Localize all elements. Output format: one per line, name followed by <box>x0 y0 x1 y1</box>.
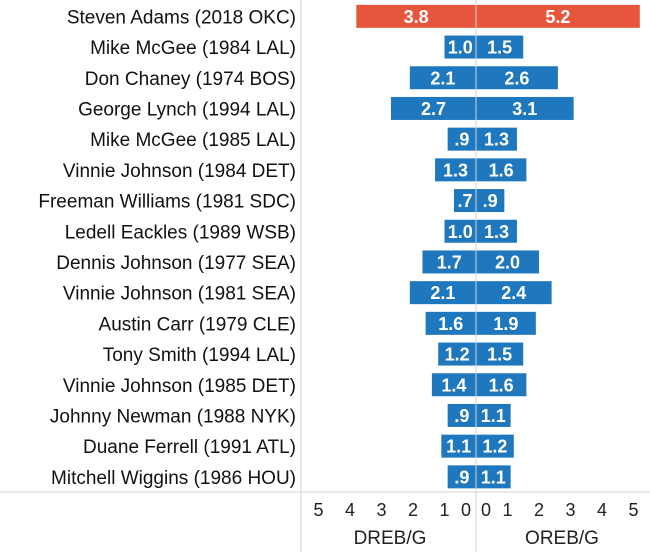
category-label-dennis-johnson-1977-sea: Dennis Johnson (1977 SEA) <box>56 253 296 274</box>
oreb-bar-freeman-williams-1981-sdc <box>476 189 505 213</box>
left-tick-0: 0 <box>461 500 471 520</box>
oreb-bar-mitchell-wiggins-1986-hou <box>476 465 511 489</box>
dreb-value-vinnie-johnson-1981-sea: 2.1 <box>430 283 455 303</box>
right-tick-2: 2 <box>534 500 544 520</box>
oreb-value-vinnie-johnson-1985-det: 1.6 <box>489 375 514 395</box>
category-label-mitchell-wiggins-1986-hou: Mitchell Wiggins (1986 HOU) <box>51 468 296 489</box>
dreb-value-tony-smith-1994-lal: 1.2 <box>445 345 470 365</box>
dreb-bar-johnny-newman-1988-nyk <box>447 403 476 427</box>
left-tick-4: 4 <box>345 500 355 520</box>
dreb-bar-freeman-williams-1981-sdc <box>453 189 476 213</box>
category-label-tony-smith-1994-lal: Tony Smith (1994 LAL) <box>103 345 296 366</box>
oreb-bar-vinnie-johnson-1981-sea <box>476 281 552 305</box>
oreb-value-don-chaney-1974-bos: 2.6 <box>504 68 529 88</box>
dreb-bar-dennis-johnson-1977-sea <box>422 250 476 274</box>
oreb-bar-dennis-johnson-1977-sea <box>476 250 539 274</box>
oreb-bar-austin-carr-1979-cle <box>476 311 536 335</box>
dreb-bar-george-lynch-1994-lal <box>390 96 476 120</box>
dreb-value-johnny-newman-1988-nyk: .9 <box>454 406 469 426</box>
oreb-bar-duane-ferrell-1991-atl <box>476 434 514 458</box>
oreb-bar-mike-mcgee-1984-lal <box>476 35 524 59</box>
oreb-value-mitchell-wiggins-1986-hou: 1.1 <box>481 467 506 487</box>
oreb-bar-johnny-newman-1988-nyk <box>476 403 511 427</box>
category-label-vinnie-johnson-1984-det: Vinnie Johnson (1984 DET) <box>63 161 296 182</box>
category-label-austin-carr-1979-cle: Austin Carr (1979 CLE) <box>99 314 296 335</box>
right-tick-1: 1 <box>502 500 512 520</box>
dreb-bar-mitchell-wiggins-1986-hou <box>447 465 476 489</box>
dreb-bar-don-chaney-1974-bos <box>409 66 476 90</box>
dreb-value-freeman-williams-1981-sdc: .7 <box>457 191 472 211</box>
category-label-george-lynch-1994-lal: George Lynch (1994 LAL) <box>78 99 296 120</box>
dreb-value-duane-ferrell-1991-atl: 1.1 <box>446 437 471 457</box>
dreb-value-austin-carr-1979-cle: 1.6 <box>438 314 463 334</box>
category-label-don-chaney-1974-bos: Don Chaney (1974 BOS) <box>85 69 296 90</box>
category-label-steven-adams-2018-okc: Steven Adams (2018 OKC) <box>67 7 296 28</box>
oreb-value-tony-smith-1994-lal: 1.5 <box>487 345 512 365</box>
dreb-bar-vinnie-johnson-1981-sea <box>409 281 476 305</box>
oreb-value-mike-mcgee-1985-lal: 1.3 <box>484 130 509 150</box>
category-label-mike-mcgee-1984-lal: Mike McGee (1984 LAL) <box>90 38 296 59</box>
right-tick-3: 3 <box>565 500 575 520</box>
category-label-duane-ferrell-1991-atl: Duane Ferrell (1991 ATL) <box>83 437 296 458</box>
oreb-bar-vinnie-johnson-1984-det <box>476 158 527 182</box>
dreb-value-mitchell-wiggins-1986-hou: .9 <box>454 467 469 487</box>
oreb-value-mike-mcgee-1984-lal: 1.5 <box>487 38 512 58</box>
oreb-bar-ledell-eackles-1989-wsb <box>476 219 517 243</box>
dreb-bar-vinnie-johnson-1984-det <box>435 158 476 182</box>
oreb-bar-steven-adams-2018-okc <box>476 4 640 28</box>
oreb-value-austin-carr-1979-cle: 1.9 <box>493 314 518 334</box>
bars: 3.8 5.2 1.0 1.5 2.1 2.6 2.7 3.1 .9 1.3 1.3 1.6 .7 .9 1… <box>356 4 640 489</box>
dreb-bar-ledell-eackles-1989-wsb <box>444 219 476 243</box>
oreb-bar-george-lynch-1994-lal <box>476 96 574 120</box>
dreb-value-vinnie-johnson-1984-det: 1.3 <box>443 160 468 180</box>
oreb-value-vinnie-johnson-1984-det: 1.6 <box>489 160 514 180</box>
dreb-value-mike-mcgee-1984-lal: 1.0 <box>448 38 473 58</box>
dreb-bar-steven-adams-2018-okc <box>356 4 476 28</box>
oreb-value-ledell-eackles-1989-wsb: 1.3 <box>484 222 509 242</box>
oreb-value-dennis-johnson-1977-sea: 2.0 <box>495 252 520 272</box>
oreb-value-duane-ferrell-1991-atl: 1.2 <box>482 437 507 457</box>
right-tick-0: 0 <box>481 500 491 520</box>
oreb-value-george-lynch-1994-lal: 3.1 <box>512 99 537 119</box>
right-tick-4: 4 <box>597 500 607 520</box>
dreb-bar-mike-mcgee-1984-lal <box>444 35 476 59</box>
category-label-mike-mcgee-1985-lal: Mike McGee (1985 LAL) <box>90 130 296 151</box>
oreb-bar-don-chaney-1974-bos <box>476 66 558 90</box>
oreb-bar-mike-mcgee-1985-lal <box>476 127 517 151</box>
category-label-johnny-newman-1988-nyk: Johnny Newman (1988 NYK) <box>50 406 296 427</box>
right-tick-5: 5 <box>628 500 638 520</box>
dreb-value-vinnie-johnson-1985-det: 1.4 <box>441 375 466 395</box>
dreb-value-george-lynch-1994-lal: 2.7 <box>421 99 446 119</box>
dreb-bar-tony-smith-1994-lal <box>438 342 476 366</box>
dreb-bar-duane-ferrell-1991-atl <box>441 434 476 458</box>
oreb-bar-tony-smith-1994-lal <box>476 342 524 366</box>
dreb-bar-vinnie-johnson-1985-det <box>431 373 476 397</box>
left-tick-5: 5 <box>313 500 323 520</box>
left-tick-1: 1 <box>439 500 449 520</box>
dreb-value-don-chaney-1974-bos: 2.1 <box>430 68 455 88</box>
category-labels: Steven Adams (2018 OKC) Mike McGee (1984 … <box>38 7 296 489</box>
oreb-value-johnny-newman-1988-nyk: 1.1 <box>481 406 506 426</box>
dreb-value-dennis-johnson-1977-sea: 1.7 <box>437 252 462 272</box>
dreb-bar-austin-carr-1979-cle <box>425 311 476 335</box>
dreb-value-steven-adams-2018-okc: 3.8 <box>404 7 429 27</box>
left-axis-title: DREB/G <box>354 528 427 549</box>
oreb-value-freeman-williams-1981-sdc: .9 <box>483 191 498 211</box>
oreb-value-vinnie-johnson-1981-sea: 2.4 <box>501 283 526 303</box>
category-label-freeman-williams-1981-sdc: Freeman Williams (1981 SDC) <box>38 192 296 213</box>
oreb-bar-vinnie-johnson-1985-det <box>476 373 527 397</box>
left-tick-3: 3 <box>376 500 386 520</box>
oreb-value-steven-adams-2018-okc: 5.2 <box>545 7 570 27</box>
left-tick-2: 2 <box>408 500 418 520</box>
dreb-bar-mike-mcgee-1985-lal <box>447 127 476 151</box>
category-label-ledell-eackles-1989-wsb: Ledell Eackles (1989 WSB) <box>65 222 296 243</box>
category-label-vinnie-johnson-1985-det: Vinnie Johnson (1985 DET) <box>63 376 296 397</box>
dreb-value-ledell-eackles-1989-wsb: 1.0 <box>448 222 473 242</box>
category-label-vinnie-johnson-1981-sea: Vinnie Johnson (1981 SEA) <box>63 284 296 305</box>
right-axis-title: OREB/G <box>525 528 599 549</box>
dreb-value-mike-mcgee-1985-lal: .9 <box>454 130 469 150</box>
